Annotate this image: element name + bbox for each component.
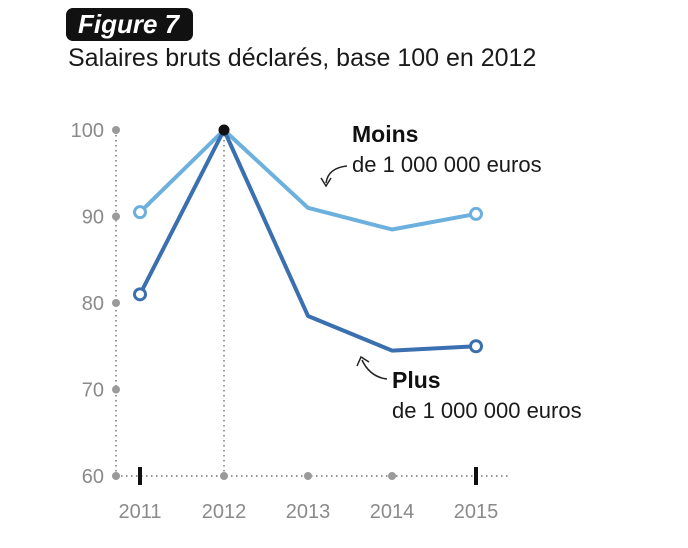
- y-tick-label-90: 90: [82, 207, 104, 229]
- y-tick-dot-70: [112, 385, 120, 394]
- series-line-1: [138, 128, 478, 353]
- y-tick-label-60: 60: [82, 466, 104, 488]
- series-0-marker-2015: [469, 206, 483, 221]
- x-tick-label-2015: 2015: [454, 501, 499, 523]
- y-tick-label-100: 100: [71, 120, 104, 142]
- x-tick-label-2012: 2012: [202, 501, 247, 523]
- series-layer: [138, 128, 478, 353]
- moins-label-bold: Moins: [352, 121, 418, 147]
- y-tick-label-80: 80: [82, 293, 104, 315]
- x-tick-mark-2015: [474, 467, 478, 485]
- chart-subtitle: Salaires bruts déclarés, base 100 en 201…: [68, 44, 537, 72]
- markers-layer: [133, 124, 483, 354]
- series-0-marker-2011: [133, 205, 147, 220]
- x-tick-label-2014: 2014: [370, 501, 415, 523]
- plus-label-bold: Plus: [392, 367, 441, 393]
- x-tick-mark-2011: [138, 467, 142, 485]
- plus-arrow-icon: [361, 359, 388, 380]
- series-1-marker-2015: [469, 339, 483, 354]
- x-tick-dot-2012: [220, 472, 228, 480]
- plus-arrowhead-icon: [356, 355, 370, 367]
- x-tick-label-2013: 2013: [286, 501, 331, 523]
- moins-arrow-icon: [325, 165, 348, 184]
- y-tick-dot-60: [112, 472, 120, 480]
- y-tick-dot-100: [112, 126, 120, 134]
- plus-label-rest: de 1 000 000 euros: [392, 398, 582, 423]
- moins-label-rest: de 1 000 000 euros: [352, 152, 542, 177]
- x-tick-dot-2014: [388, 472, 396, 480]
- x-tick-dot-2013: [304, 472, 312, 480]
- base-point-marker: [218, 124, 230, 136]
- y-tick-dot-90: [112, 212, 120, 221]
- moins-arrowhead-icon: [320, 177, 332, 188]
- figure-badge: Figure 7: [66, 8, 194, 41]
- y-tick-label-70: 70: [82, 380, 104, 402]
- x-tick-label-2011: 2011: [118, 501, 161, 523]
- series-1-marker-2011: [133, 287, 147, 302]
- axes-layer: 60 70 80 90 100 2011 2012 2013 2014 2015: [71, 120, 510, 523]
- series-line-0: [138, 128, 478, 232]
- y-tick-dot-80: [112, 299, 120, 307]
- annotations-layer: Moins de 1 000 000 euros Plus de 1 000 0…: [320, 121, 582, 423]
